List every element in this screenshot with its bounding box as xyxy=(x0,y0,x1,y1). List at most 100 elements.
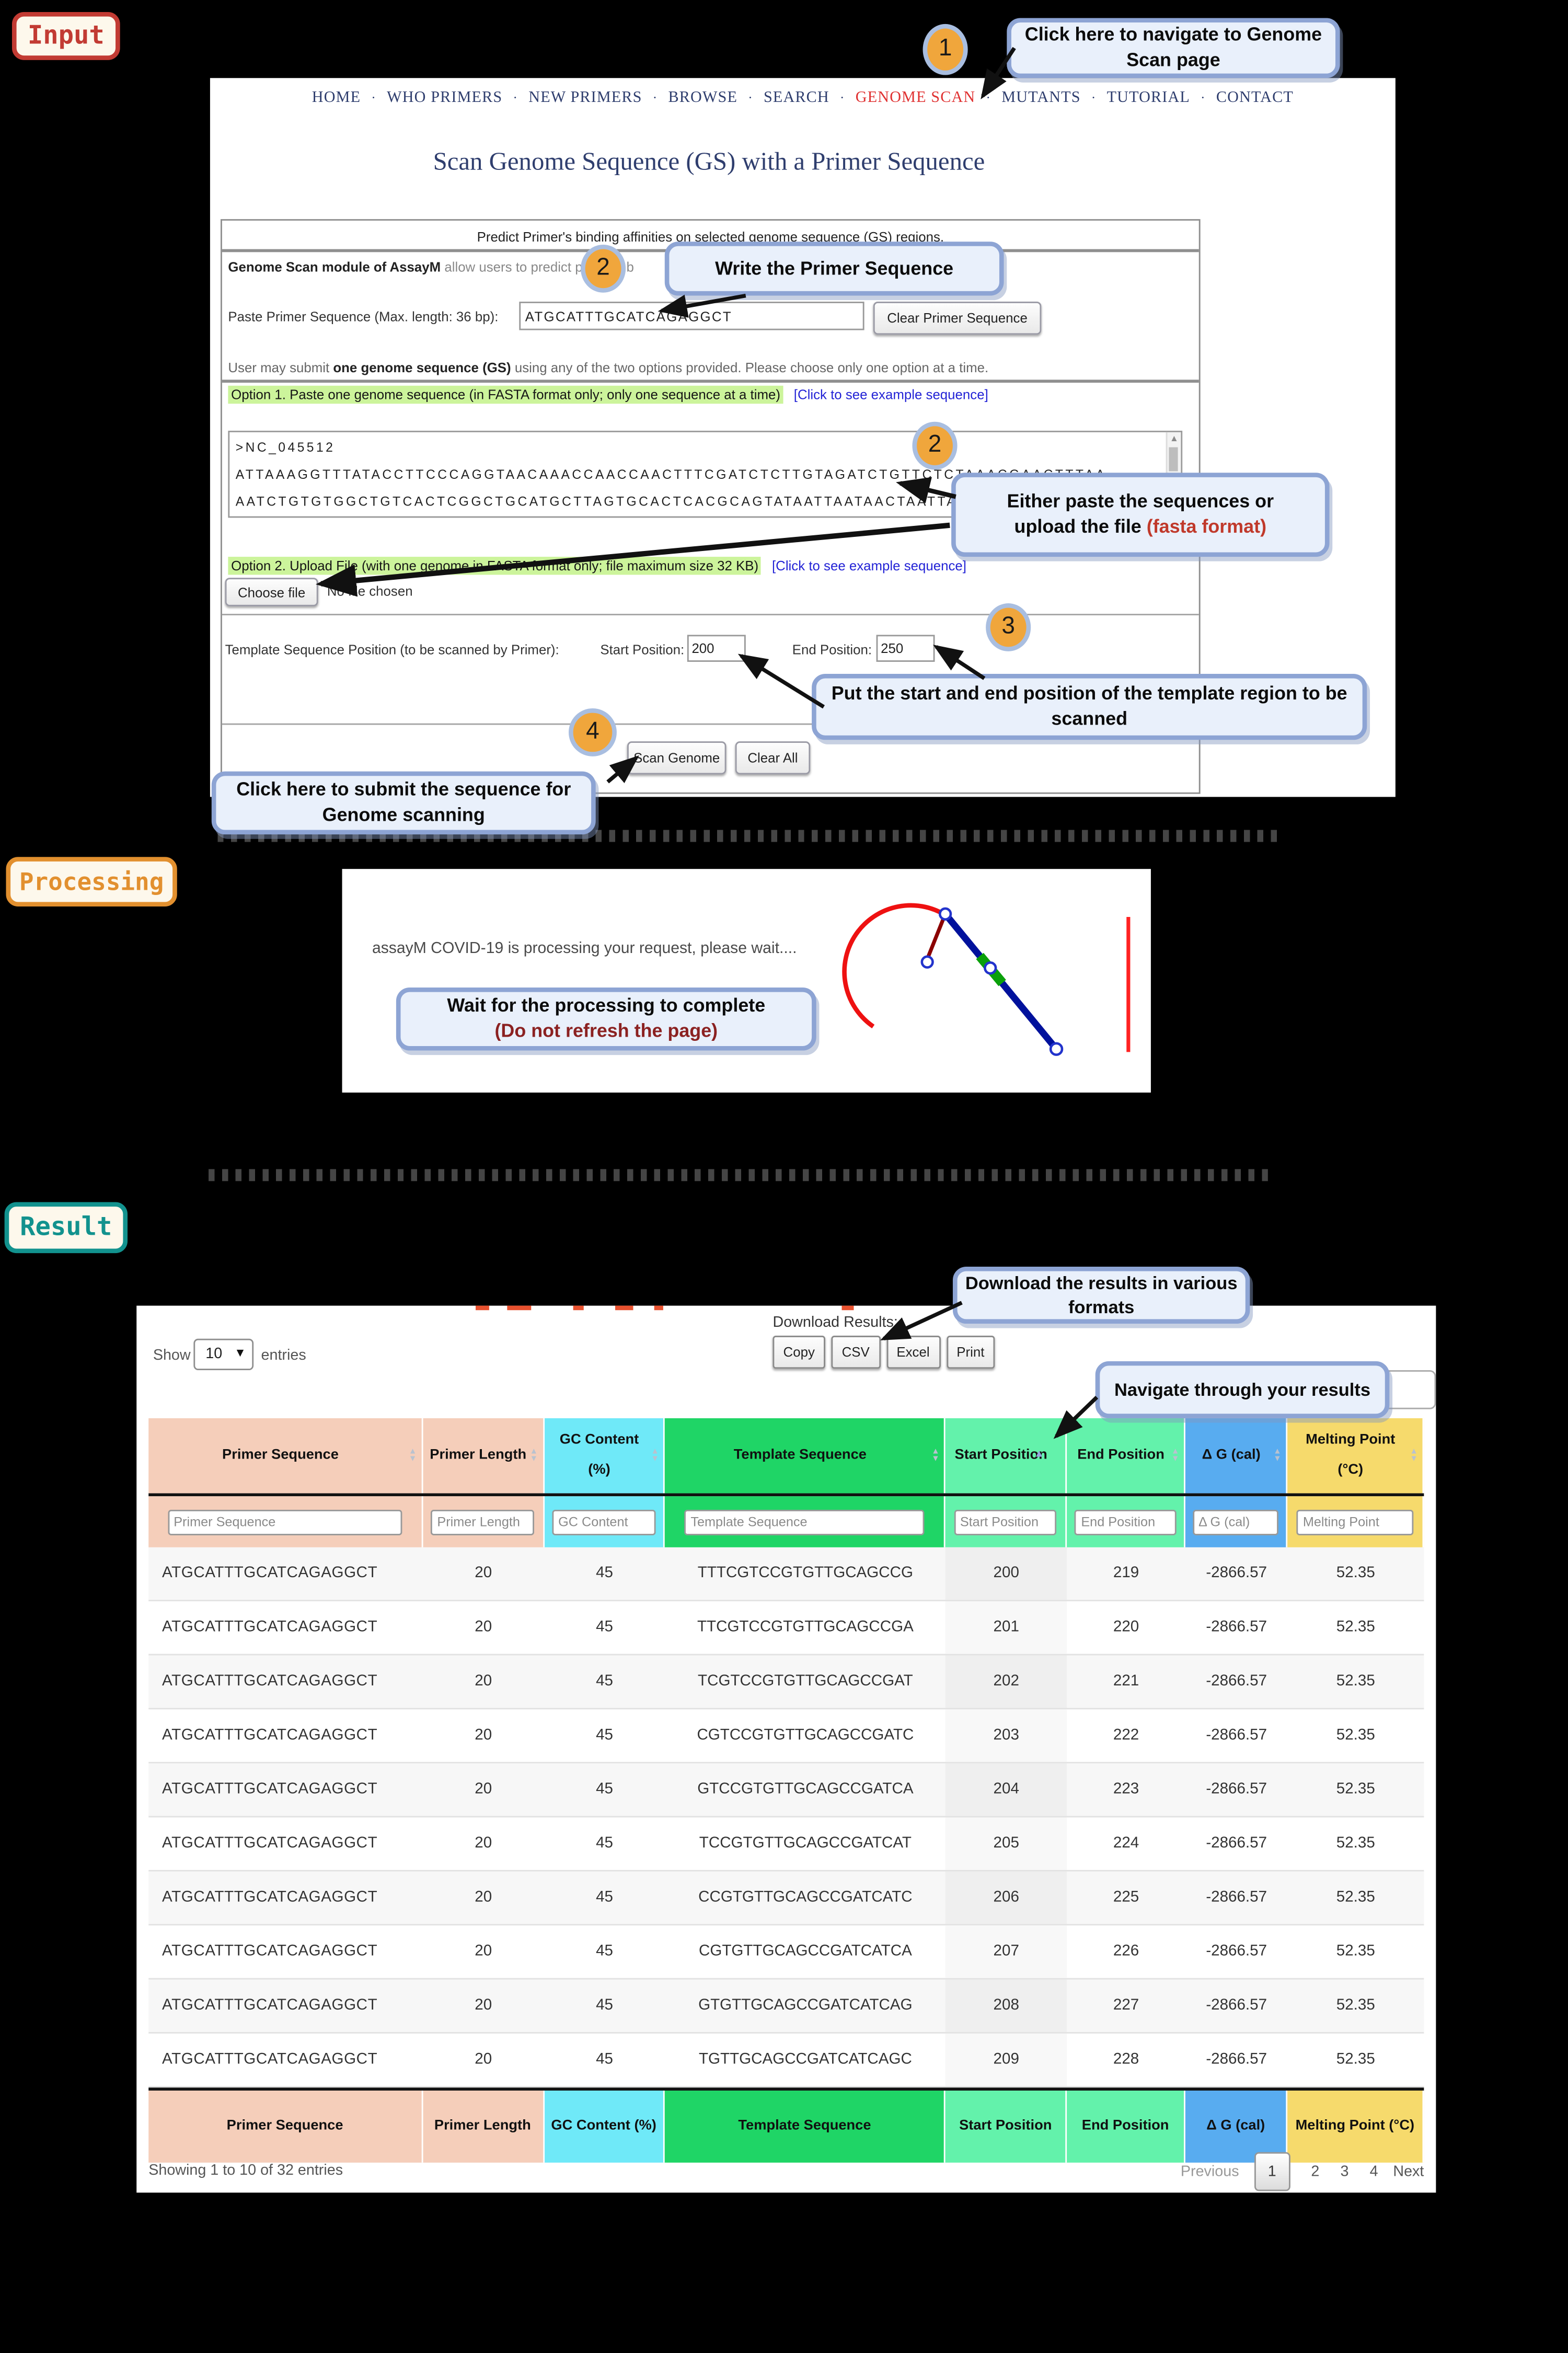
table-cell: 227 xyxy=(1113,1998,1139,2014)
footer-label: Template Sequence xyxy=(738,2117,871,2134)
callout-start-end-position: Put the start and end position of the te… xyxy=(812,673,1367,740)
table-cell: 20 xyxy=(475,1565,492,1582)
clipped-red-text xyxy=(507,1305,532,1311)
table-cell: 52.35 xyxy=(1336,1889,1375,1906)
nav-item-who-primers[interactable]: WHO PRIMERS xyxy=(387,90,503,107)
table-cell: 45 xyxy=(596,1889,614,1906)
table-cell: 20 xyxy=(475,1781,492,1798)
scrollbar-up-icon[interactable]: ▲ xyxy=(1169,435,1179,444)
copy-button[interactable]: Copy xyxy=(773,1336,825,1369)
table-cell: 226 xyxy=(1113,1943,1139,1960)
nav-item-home[interactable]: HOME xyxy=(312,90,361,107)
table-cell: 200 xyxy=(946,1547,1067,1600)
filter-input-6[interactable] xyxy=(1192,1509,1279,1535)
table-cell: CCGTGTTGCAGCCGATCATC xyxy=(698,1889,913,1906)
callout-text: Click here to submit the sequence for Ge… xyxy=(236,779,571,825)
filter-cell-3 xyxy=(665,1496,946,1547)
header-cell-3[interactable]: Template Sequence ▲ ▼ xyxy=(665,1418,946,1494)
table-cell: -2866.57 xyxy=(1206,1998,1267,2014)
table-cell: TCGTCCGTGTTGCAGCCGAT xyxy=(698,1673,913,1690)
download-buttons: Copy CSV Excel Print xyxy=(773,1336,995,1369)
nav-item-new-primers[interactable]: NEW PRIMERS xyxy=(528,90,642,107)
header-cell-4[interactable]: Start Position ▲ xyxy=(946,1418,1067,1494)
nav-item-browse[interactable]: BROWSE xyxy=(668,90,738,107)
nav-item-search[interactable]: SEARCH xyxy=(764,90,829,107)
filter-input-7[interactable] xyxy=(1297,1509,1413,1535)
footer-cell-7: Melting Point (°C) xyxy=(1287,2091,1424,2163)
pagination-page[interactable]: 4 xyxy=(1369,2163,1378,2180)
table-cell: ATGCATTTGCATCAGAGGCT xyxy=(162,1943,378,1960)
footer-cell-6: Δ G (cal) xyxy=(1185,2091,1288,2163)
primer-sequence-input[interactable] xyxy=(519,302,864,330)
print-button[interactable]: Print xyxy=(946,1336,995,1369)
search-input[interactable] xyxy=(1383,1370,1436,1409)
table-cell: -2866.57 xyxy=(1206,1943,1267,1960)
table-cell: GTGTTGCAGCCGATCATCAG xyxy=(698,1998,913,2014)
nav-item-contact[interactable]: CONTACT xyxy=(1216,90,1294,107)
table-cell: ATGCATTTGCATCAGAGGCT xyxy=(162,2051,378,2068)
footer-label: Start Position xyxy=(959,2117,1052,2134)
filter-input-5[interactable] xyxy=(1075,1509,1176,1535)
table-cell: 206 xyxy=(946,1871,1067,1924)
scan-genome-button[interactable]: Scan Genome xyxy=(627,741,727,775)
table-cell: 203 xyxy=(946,1709,1067,1762)
csv-button[interactable]: CSV xyxy=(831,1336,880,1369)
filter-cell-6 xyxy=(1185,1496,1288,1547)
header-cell-6[interactable]: Δ G (cal) ▲ ▼ xyxy=(1185,1418,1288,1494)
table-cell: TCCGTGTTGCAGCCGATCAT xyxy=(699,1835,912,1852)
end-position-input[interactable] xyxy=(876,635,935,662)
pagination-next[interactable]: Next xyxy=(1393,2163,1424,2180)
table-row: ATGCATTTGCATCAGAGGCT 20 45 TTTCGTCCGTGTTGCA… xyxy=(148,1547,1424,1602)
fasta-line: >NC_045512 xyxy=(235,440,336,455)
pagination-page-current[interactable]: 1 xyxy=(1254,2152,1290,2191)
filter-cell-1 xyxy=(422,1496,544,1547)
table-cell: GTCCGTGTTGCAGCCGATCA xyxy=(697,1781,914,1798)
table-cell: -2866.57 xyxy=(1206,1673,1267,1690)
callout-text: upload the file (fasta format) xyxy=(1014,515,1267,540)
nav-item-genome-scan[interactable]: GENOME SCAN xyxy=(855,90,976,107)
pagination-previous[interactable]: Previous xyxy=(1180,2163,1239,2180)
filter-input-1[interactable] xyxy=(431,1509,534,1535)
clear-all-button[interactable]: Clear All xyxy=(735,741,811,775)
entries-label: entries xyxy=(261,1347,306,1364)
pagination-page[interactable]: 2 xyxy=(1311,2163,1320,2180)
filter-input-2[interactable] xyxy=(552,1509,655,1535)
table-cell: ATGCATTTGCATCAGAGGCT xyxy=(162,1727,378,1744)
nav-item-tutorial[interactable]: TUTORIAL xyxy=(1106,90,1190,107)
choose-file-button[interactable]: Choose file xyxy=(225,578,318,606)
table-row: ATGCATTTGCATCAGAGGCT 20 45 TCCGTGTTGCAGCCGA… xyxy=(148,1817,1424,1872)
option2-example-link[interactable]: [Click to see example sequence] xyxy=(771,558,966,573)
filter-input-0[interactable] xyxy=(167,1509,402,1535)
callout-text: Wait for the processing to complete xyxy=(447,995,766,1016)
table-cell: -2866.57 xyxy=(1206,1565,1267,1582)
header-cell-1[interactable]: Primer Length ▲ ▼ xyxy=(422,1418,544,1494)
table-cell: 20 xyxy=(475,2051,492,2068)
excel-button[interactable]: Excel xyxy=(886,1336,940,1369)
header-cell-5[interactable]: End Position ▲ ▼ xyxy=(1067,1418,1186,1494)
header-cell-0[interactable]: Primer Sequence ▲ ▼ xyxy=(148,1418,423,1494)
entries-select[interactable]: 10 ▼ xyxy=(193,1338,254,1371)
header-cell-7[interactable]: Melting Point (°C) ▲ ▼ xyxy=(1287,1418,1424,1494)
callout-write-primer: Write the Primer Sequence xyxy=(664,242,1004,296)
filter-input-4[interactable] xyxy=(954,1509,1057,1535)
header-label: Primer Sequence xyxy=(222,1447,339,1464)
clear-primer-button[interactable]: Clear Primer Sequence xyxy=(873,302,1042,335)
callout-text-red: (Do not refresh the page) xyxy=(494,1020,718,1042)
pagination: Previous 1 2 3 4 Next xyxy=(1181,2151,1424,2193)
table-cell: 222 xyxy=(1113,1727,1139,1744)
nav-item-mutants[interactable]: MUTANTS xyxy=(1001,90,1081,107)
sort-icon: ▲ ▼ xyxy=(408,1447,417,1464)
header-cell-2[interactable]: GC Content (%) ▲ ▼ xyxy=(544,1418,665,1494)
table-cell: 45 xyxy=(596,1943,614,1960)
table-cell: 202 xyxy=(946,1655,1067,1708)
scrollbar-thumb[interactable] xyxy=(1169,447,1178,472)
sort-ascending-icon: ▲ xyxy=(1034,1449,1045,1460)
nav-separator: · xyxy=(1091,90,1097,105)
callout-text: Either paste the sequences or xyxy=(1007,491,1274,512)
table-cell: -2866.57 xyxy=(1206,1835,1267,1852)
pagination-page[interactable]: 3 xyxy=(1340,2163,1349,2180)
filter-input-3[interactable] xyxy=(684,1509,925,1535)
start-position-input[interactable] xyxy=(687,635,746,662)
option1-example-link[interactable]: [Click to see example sequence] xyxy=(793,387,988,403)
table-cell: -2866.57 xyxy=(1206,1619,1267,1636)
